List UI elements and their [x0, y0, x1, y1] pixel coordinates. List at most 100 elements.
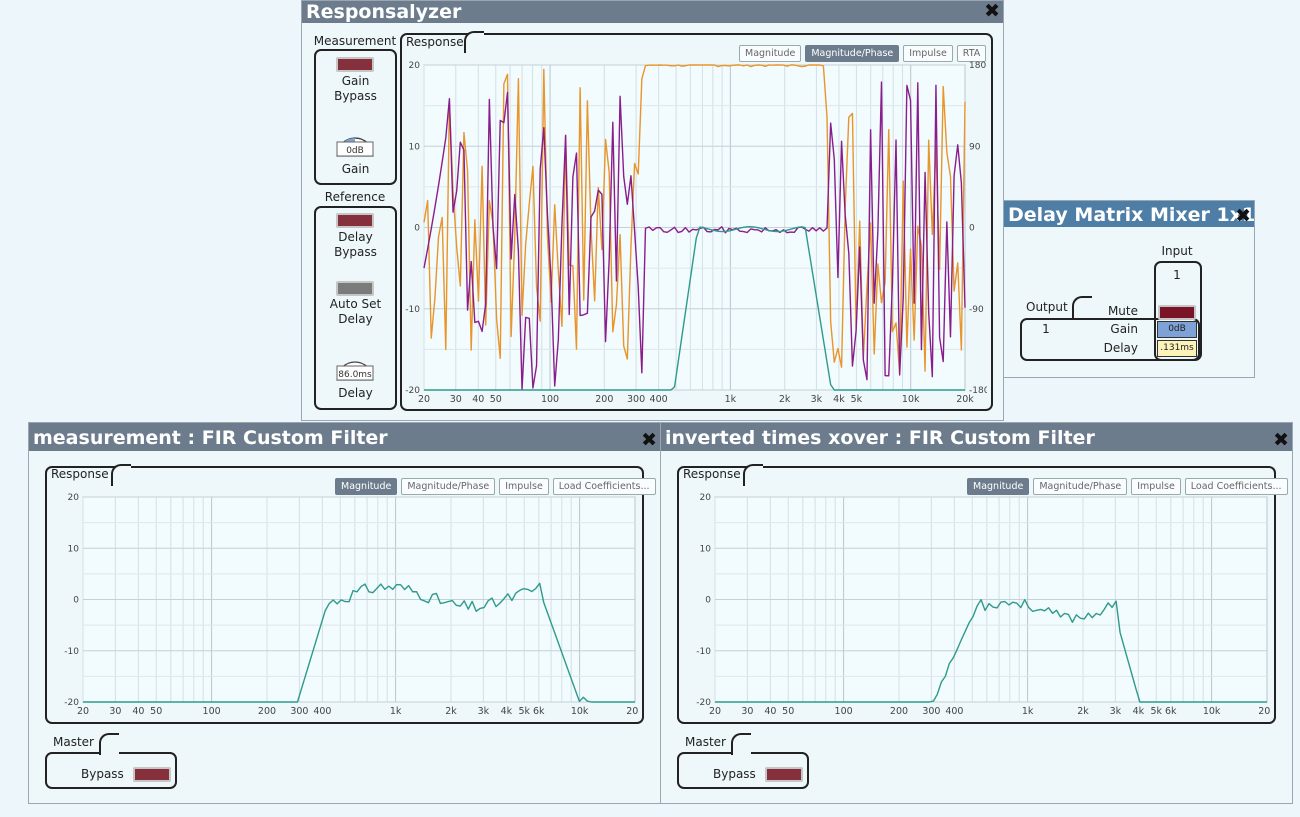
tab-impulse[interactable]: Impulse — [499, 478, 549, 495]
fir-right-title: inverted times xover : FIR Custom Filter — [665, 427, 1095, 449]
fir-left-view-tabs: Magnitude Magnitude/Phase Impulse Load C… — [335, 478, 656, 495]
delay-matrix-title: Delay Matrix Mixer 1x1 — [1008, 204, 1256, 226]
tab-magnitude[interactable]: Magnitude — [739, 45, 802, 62]
x-tick-label: 300 — [627, 394, 645, 405]
y-tick-label: -20 — [405, 386, 420, 396]
x-tick-label: 1k — [390, 706, 402, 717]
y-tick-label: 0 — [705, 596, 711, 606]
tab-rta[interactable]: RTA — [956, 45, 987, 62]
delay-knob-value: 86.0ms — [338, 370, 372, 380]
y-tick-label: -10 — [64, 647, 79, 657]
delay-knob[interactable]: 86.0ms — [335, 346, 375, 382]
x-tick-label: 20 — [418, 394, 430, 405]
x-tick-label: 30 — [741, 706, 753, 717]
tab-magnitude-phase[interactable]: Magnitude/Phase — [1033, 478, 1128, 495]
delay-bypass-toggle[interactable] — [336, 213, 374, 228]
y-tick-label: -10 — [696, 647, 711, 657]
response-title: Response — [406, 35, 464, 49]
matrix-gain-field[interactable]: 0dB — [1157, 321, 1197, 338]
x-tick-label: 200 — [595, 394, 613, 405]
x-tick-label: 30 — [450, 394, 462, 405]
x-tick-label: 5k — [518, 706, 530, 717]
close-icon[interactable]: ✖ — [1235, 205, 1251, 227]
measurement-title: Measurement — [313, 34, 397, 48]
y-tick-label: 20 — [409, 61, 421, 71]
y2-tick-label: -180 — [969, 386, 987, 396]
gain-knob-value: 0dB — [346, 146, 364, 156]
close-icon[interactable]: ✖ — [1273, 429, 1289, 451]
y-tick-label: 0 — [73, 596, 79, 606]
x-tick-label: 20k — [1258, 706, 1271, 717]
matrix-gain-label: Gain — [1110, 322, 1138, 336]
x-tick-label: 6k — [533, 706, 545, 717]
fir-right-response-title: Response — [683, 467, 741, 481]
responsalyzer-titlebar[interactable]: Responsalyzer ✖ — [302, 0, 1003, 23]
gain-bypass-toggle[interactable] — [336, 57, 374, 72]
output-label: Output — [1026, 300, 1068, 314]
close-icon[interactable]: ✖ — [641, 429, 657, 451]
tab-load-coefficients[interactable]: Load Coefficients... — [552, 478, 656, 495]
tab-magnitude[interactable]: Magnitude — [967, 478, 1030, 495]
tab-impulse[interactable]: Impulse — [903, 45, 953, 62]
magnitude-series — [424, 226, 965, 391]
response-group — [400, 33, 993, 411]
fir-right-master-title: Master — [685, 735, 726, 749]
output-number: 1 — [1042, 322, 1050, 336]
fir-right-titlebar[interactable]: inverted times xover : FIR Custom Filter… — [661, 423, 1292, 451]
x-tick-label: 40 — [764, 706, 776, 717]
reference-group — [314, 206, 397, 410]
response-view-tabs: Magnitude Magnitude/Phase Impulse RTA — [739, 45, 987, 62]
tab-magnitude-phase[interactable]: Magnitude/Phase — [805, 45, 900, 62]
x-tick-label: 20k — [956, 394, 974, 405]
tab-impulse[interactable]: Impulse — [1131, 478, 1181, 495]
x-tick-label: 400 — [313, 706, 331, 717]
fir-left-titlebar[interactable]: measurement : FIR Custom Filter ✖ — [29, 423, 660, 451]
fir-left-title: measurement : FIR Custom Filter — [33, 427, 388, 449]
x-tick-label: 30 — [109, 706, 121, 717]
close-icon[interactable]: ✖ — [984, 0, 1000, 22]
x-tick-label: 4k — [833, 394, 845, 405]
x-tick-label: 100 — [541, 394, 559, 405]
x-tick-label: 3k — [811, 394, 823, 405]
fir-right-magnitude-series — [715, 598, 1267, 703]
x-tick-label: 10k — [571, 706, 589, 717]
delay-matrix-window: Delay Matrix Mixer 1x1 ✖ Input 1 Output … — [1003, 200, 1255, 378]
responsalyzer-window: Responsalyzer ✖ Measurement Gain Bypass … — [301, 0, 1004, 421]
x-tick-label: 5k — [851, 394, 863, 405]
x-tick-label: 300 — [290, 706, 308, 717]
x-tick-label: 2k — [779, 394, 791, 405]
y2-tick-label: 90 — [969, 142, 981, 152]
tab-magnitude[interactable]: Magnitude — [335, 478, 398, 495]
tab-load-coefficients[interactable]: Load Coefficients... — [1184, 478, 1288, 495]
y-tick-label: 20 — [700, 493, 712, 503]
fir-right-bypass-toggle[interactable] — [765, 767, 803, 782]
delay-matrix-titlebar[interactable]: Delay Matrix Mixer 1x1 ✖ — [1004, 201, 1256, 227]
fir-right-response-group — [677, 466, 1276, 724]
auto-set-delay-label: Auto Set Delay — [329, 297, 382, 326]
x-tick-label: 40 — [132, 706, 144, 717]
mute-toggle[interactable] — [1158, 305, 1196, 320]
auto-set-delay-toggle[interactable] — [336, 281, 374, 296]
fir-left-master-title: Master — [53, 735, 94, 749]
x-tick-label: 300 — [922, 706, 940, 717]
matrix-delay-label: Delay — [1103, 341, 1138, 355]
x-tick-label: 50 — [490, 394, 502, 405]
delay-bypass-label: Delay Bypass — [334, 230, 377, 259]
x-tick-label: 100 — [203, 706, 221, 717]
fir-left-window: measurement : FIR Custom Filter ✖ Respon… — [28, 422, 661, 804]
matrix-delay-field[interactable]: .131ms — [1157, 340, 1197, 357]
tab-magnitude-phase[interactable]: Magnitude/Phase — [401, 478, 496, 495]
gain-knob[interactable]: 0dB — [335, 122, 375, 158]
x-tick-label: 4k — [1133, 706, 1145, 717]
y2-tick-label: 180 — [969, 61, 986, 71]
fir-right-view-tabs: Magnitude Magnitude/Phase Impulse Load C… — [967, 478, 1288, 495]
x-tick-label: 5k — [1150, 706, 1162, 717]
x-tick-label: 400 — [650, 394, 668, 405]
delay-label: Delay — [338, 386, 373, 400]
fir-left-bypass-toggle[interactable] — [133, 767, 171, 782]
x-tick-label: 6k — [1165, 706, 1177, 717]
y-tick-label: -10 — [405, 305, 420, 315]
